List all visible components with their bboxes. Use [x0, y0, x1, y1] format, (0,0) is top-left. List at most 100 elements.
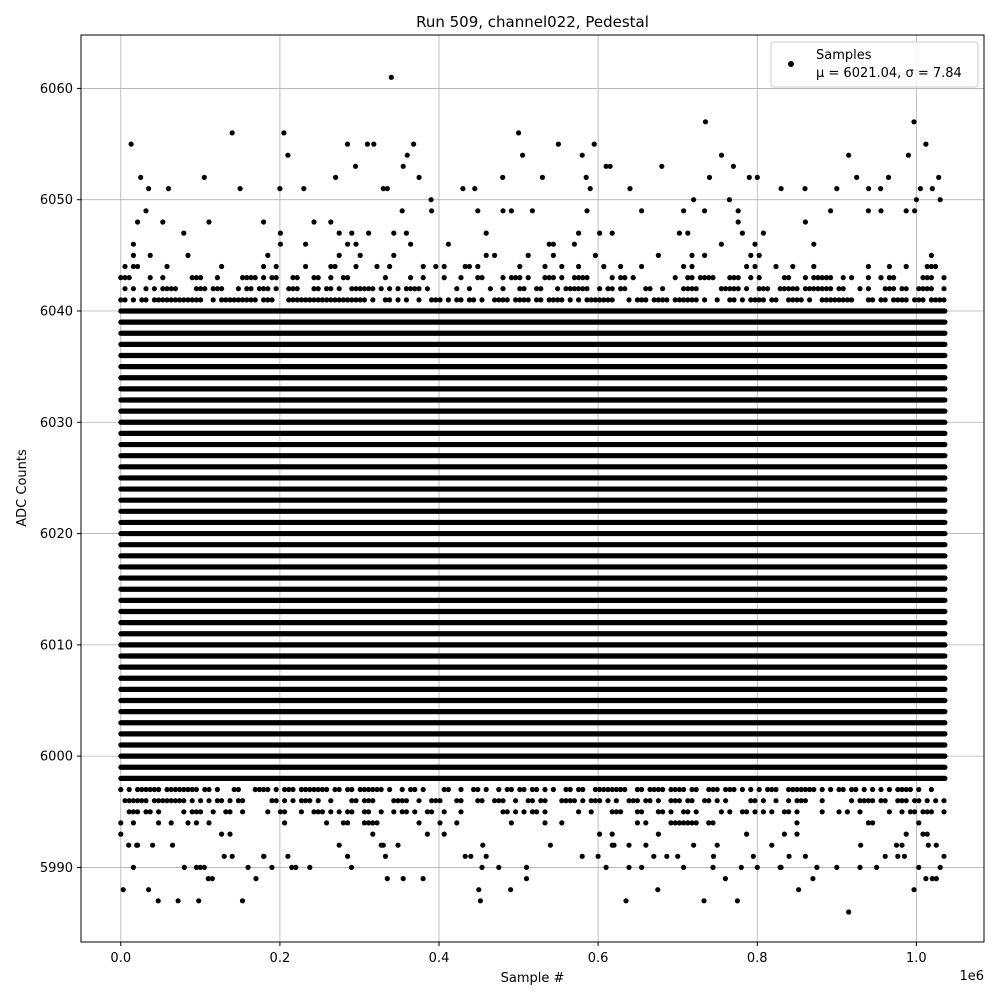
sample-point — [282, 809, 288, 815]
sample-point — [916, 286, 922, 292]
sample-point — [618, 275, 624, 281]
outlier-point — [169, 842, 176, 848]
sample-point — [777, 286, 783, 292]
sample-point — [567, 297, 573, 303]
sample-point — [588, 809, 594, 815]
sample-point — [454, 820, 460, 826]
sample-point — [702, 798, 708, 804]
outlier-point — [702, 119, 709, 125]
sample-point — [147, 786, 153, 793]
sample-point — [760, 809, 767, 815]
sample-point — [525, 297, 531, 303]
sample-point — [802, 219, 809, 225]
sample-point — [458, 809, 464, 815]
sample-point — [290, 297, 296, 303]
sample-point — [710, 864, 716, 871]
sample-point — [941, 798, 947, 804]
outlier-point — [701, 898, 707, 904]
sample-point — [903, 831, 909, 837]
sample-point — [328, 798, 334, 804]
sample-point — [912, 297, 918, 303]
sample-point — [815, 275, 821, 281]
sample-point — [937, 297, 943, 303]
plot-frame — [80, 34, 985, 943]
sample-point — [685, 286, 691, 292]
sample-point — [828, 786, 834, 793]
outlier-point — [802, 186, 808, 192]
sample-point — [626, 842, 632, 848]
sample-point — [160, 275, 166, 281]
sample-band — [118, 308, 948, 314]
sample-point — [723, 786, 729, 793]
sample-point — [534, 809, 540, 815]
y-tick-label: 6000 — [40, 750, 73, 765]
sample-point — [290, 286, 296, 292]
sample-point — [521, 297, 527, 303]
sample-point — [794, 286, 800, 292]
sample-point — [500, 275, 506, 281]
sample-point — [370, 286, 376, 292]
sample-point — [567, 798, 573, 804]
outlier-point — [460, 186, 466, 192]
sample-point — [681, 263, 687, 270]
sample-point — [685, 230, 691, 236]
sample-point — [412, 809, 418, 815]
outlier-point — [237, 186, 243, 192]
sample-point — [903, 297, 909, 303]
outlier-point — [468, 853, 474, 859]
sample-point — [609, 786, 615, 793]
sample-point — [689, 820, 695, 826]
sample-point — [126, 798, 132, 804]
sample-point — [164, 798, 170, 804]
sample-point — [227, 809, 233, 815]
sample-point — [336, 786, 342, 793]
sample-point — [475, 786, 481, 793]
outlier-point — [726, 197, 733, 203]
sample-point — [172, 798, 178, 804]
sample-point — [336, 230, 342, 236]
sample-point — [332, 263, 338, 270]
sample-point — [311, 286, 317, 292]
sample-point — [786, 798, 792, 804]
sample-point — [319, 809, 325, 815]
sample-point — [525, 275, 531, 281]
sample-point — [147, 252, 153, 258]
sample-point — [366, 286, 372, 292]
sample-point — [370, 786, 376, 793]
sample-point — [416, 820, 422, 826]
sample-point — [618, 786, 624, 793]
sample-point — [378, 286, 384, 292]
sample-point — [307, 297, 313, 303]
sample-point — [193, 786, 199, 793]
sample-point — [240, 798, 246, 804]
outlier-point — [706, 174, 713, 180]
outlier-point — [539, 174, 546, 180]
outlier-point — [516, 130, 522, 136]
sample-point — [576, 286, 582, 292]
sample-point — [370, 297, 376, 303]
sample-point — [580, 786, 586, 793]
sample-point — [219, 286, 225, 292]
sample-point — [752, 263, 758, 270]
sample-point — [546, 241, 552, 247]
sample-point — [899, 297, 905, 303]
sample-point — [340, 275, 346, 281]
sample-point — [899, 809, 905, 815]
sample-point — [865, 820, 872, 826]
outlier-point — [333, 174, 339, 180]
sample-point — [760, 230, 767, 236]
sample-point — [613, 786, 620, 793]
sample-point — [382, 275, 388, 281]
sample-point — [500, 208, 506, 214]
sample-point — [693, 809, 699, 815]
sample-point — [903, 286, 909, 292]
sample-point — [156, 820, 162, 826]
outlier-point — [929, 186, 935, 192]
sample-point — [706, 786, 712, 793]
sample-point — [702, 297, 708, 303]
sample-point — [605, 286, 611, 292]
sample-point — [828, 297, 834, 303]
sample-point — [471, 786, 477, 793]
sample-point — [702, 208, 708, 214]
